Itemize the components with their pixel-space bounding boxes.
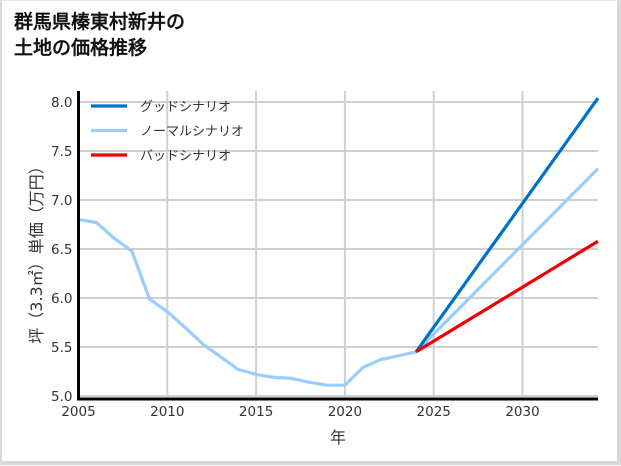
x-axis-ticks: 2005 2010 2015 2020 2025 2030: [61, 404, 539, 420]
data-series: [78, 97, 600, 387]
series-line: [415, 239, 599, 354]
legend-label: グッドシナリオ: [140, 100, 231, 115]
series-line: [414, 167, 600, 354]
y-axis-label: 坪（3.3㎡）単価（万円）: [27, 158, 46, 343]
y-tick-label: 5.0: [51, 389, 72, 405]
y-tick-label: 6.5: [51, 242, 72, 258]
y-tick-label: 5.5: [51, 340, 72, 356]
x-tick-label: 2030: [505, 404, 539, 420]
legend-label: ノーマルシナリオ: [140, 125, 244, 140]
axes: [77, 91, 598, 401]
x-tick-label: 2025: [417, 404, 451, 420]
x-tick-label: 2005: [61, 404, 95, 420]
series-line: [414, 97, 600, 353]
chart-title: 群馬県榛東村新井の 土地の価格推移: [14, 11, 186, 59]
x-tick-label: 2015: [239, 404, 273, 420]
legend-label: バッドシナリオ: [140, 149, 231, 164]
x-tick-label: 2020: [328, 404, 362, 420]
y-tick-label: 7.5: [51, 144, 72, 160]
x-tick-label: 2010: [150, 404, 184, 420]
y-tick-label: 7.0: [51, 193, 72, 209]
y-tick-label: 8.0: [51, 95, 72, 111]
series-line: [78, 218, 417, 387]
x-axis-label: 年: [330, 428, 346, 447]
y-tick-label: 6.0: [51, 291, 72, 307]
y-axis-ticks: 5.0 5.5 6.0 6.5 7.0 7.5 8.0: [51, 95, 72, 405]
